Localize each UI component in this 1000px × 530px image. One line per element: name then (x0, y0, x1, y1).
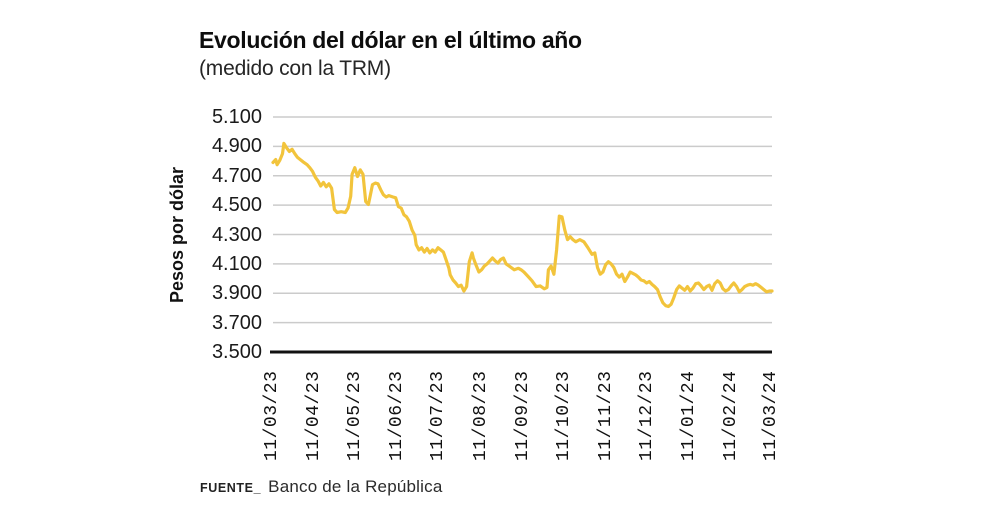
x-tick-label: 11/03/24 (761, 370, 781, 461)
trm-line (271, 141, 774, 309)
source-prefix: FUENTE_ (200, 481, 262, 495)
x-tick-label: 11/04/23 (304, 370, 325, 461)
y-tick-label: 3.900 (211, 282, 262, 305)
chart-title: Evolución del dólar en el último año (199, 27, 582, 53)
x-tick-label: 11/12/23 (636, 370, 657, 461)
y-tick-label: 3.700 (211, 311, 262, 334)
x-tick-label: 11/05/23 (345, 370, 366, 461)
y-tick-label: 3.500 (211, 341, 262, 363)
source-line: FUENTE_ Banco de la República (200, 477, 442, 497)
y-tick-label: 4.500 (211, 194, 262, 217)
y-tick-label: 4.700 (211, 164, 262, 187)
x-tick-label: 11/10/23 (553, 370, 574, 461)
chart-subtitle: (medido con la TRM) (199, 57, 391, 80)
source-text: Banco de la República (268, 477, 443, 496)
y-tick-label: 4.900 (211, 135, 262, 158)
y-tick-label: 5.100 (211, 106, 262, 128)
x-tick-label: 11/08/23 (470, 370, 491, 461)
x-tick-label: 11/07/23 (428, 370, 449, 461)
x-tick-label: 11/11/23 (596, 370, 617, 461)
y-tick-label: 4.100 (211, 252, 262, 275)
y-tick-label: 4.300 (211, 223, 262, 246)
x-tick-label: 11/03/23 (262, 370, 282, 461)
x-tick-label: 11/01/24 (679, 370, 700, 461)
x-tick-label: 11/09/23 (512, 370, 533, 461)
x-tick-label: 11/02/24 (721, 370, 742, 461)
x-tick-label: 11/06/23 (387, 370, 408, 461)
